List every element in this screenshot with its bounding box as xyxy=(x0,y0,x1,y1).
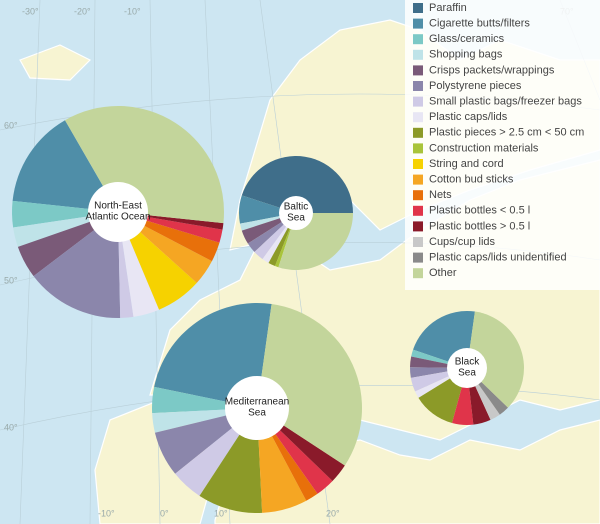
grid-label: -10° xyxy=(124,6,141,16)
pie-label: Black xyxy=(455,357,480,368)
pie-slice xyxy=(239,195,296,224)
pie-label: Baltic xyxy=(284,202,308,213)
legend-label: Paraffin xyxy=(429,2,467,14)
pie-hole xyxy=(88,182,148,242)
legend-label: Cotton bud sticks xyxy=(429,174,514,186)
legend: Paraffin Cigarette butts/filters Glass/cer… xyxy=(413,2,584,279)
legend-swatch xyxy=(413,159,423,169)
legend-label: Plastic bottles < 0.5 l xyxy=(429,205,530,217)
pie-hole xyxy=(279,196,313,230)
grid-label: 50° xyxy=(4,275,18,285)
legend-swatch xyxy=(413,268,423,279)
legend-label: Plastic caps/lids xyxy=(429,111,508,123)
grid-label: 0° xyxy=(160,508,169,518)
legend-swatch xyxy=(413,112,423,123)
pie-slice xyxy=(118,212,197,310)
pie-hole xyxy=(447,348,487,388)
legend-label: Cigarette butts/filters xyxy=(429,18,530,30)
legend-swatch xyxy=(413,65,423,76)
grid-label: 10° xyxy=(214,508,228,518)
legend-swatch xyxy=(413,252,423,263)
legend-swatch xyxy=(413,3,423,13)
legend-swatch xyxy=(413,18,423,29)
pie-slice xyxy=(241,156,353,213)
grid-label: -10° xyxy=(98,508,115,518)
legend-label: Other xyxy=(429,267,457,279)
legend-swatch xyxy=(413,143,423,154)
pie-slice xyxy=(12,120,118,212)
pie-slice xyxy=(65,105,224,224)
legend-label: Glass/ceramics xyxy=(429,33,505,45)
legend-label: Shopping bags xyxy=(429,49,503,61)
pie-label: Sea xyxy=(248,408,266,419)
legend-swatch xyxy=(413,174,423,185)
legend-label: Crisps packets/wrappings xyxy=(429,64,555,76)
legend-label: Plastic pieces > 2.5 cm < 50 cm xyxy=(429,127,584,139)
legend-label: String and cord xyxy=(429,158,504,170)
legend-label: Nets xyxy=(429,189,452,201)
legend-swatch xyxy=(413,96,423,107)
pie-label: Mediterranean xyxy=(225,397,289,408)
legend-swatch xyxy=(413,81,423,91)
legend-swatch xyxy=(413,237,423,247)
legend-swatch xyxy=(413,34,423,45)
pie-label: Sea xyxy=(458,368,476,379)
pie-slice xyxy=(467,311,524,408)
legend-label: Small plastic bags/freezer bags xyxy=(429,96,582,108)
legend-label: Plastic bottles > 0.5 l xyxy=(429,220,530,232)
grid-label: -30° xyxy=(22,6,39,16)
pie-slice xyxy=(12,200,119,228)
pie-slice xyxy=(33,212,121,318)
legend-label: Construction materials xyxy=(429,142,539,154)
legend-swatch xyxy=(413,190,423,201)
legend-label: Plastic caps/lids unidentified xyxy=(429,252,567,264)
legend-label: Cups/cup lids xyxy=(429,236,496,248)
grid-label: 40° xyxy=(4,422,18,432)
legend-swatch xyxy=(413,221,423,232)
pie-hole xyxy=(225,376,289,440)
pie-label: North-East xyxy=(94,201,142,212)
legend-swatch xyxy=(413,127,423,138)
grid-label: 20° xyxy=(326,508,340,518)
grid-label: -20° xyxy=(74,6,91,16)
legend-label: Polystyrene pieces xyxy=(429,80,522,92)
legend-swatch xyxy=(413,205,423,216)
pie-label: Sea xyxy=(287,213,305,224)
pie-label: Atlantic Ocean xyxy=(85,212,150,223)
legend-swatch xyxy=(413,49,423,60)
legend-box xyxy=(405,0,600,290)
grid-label: 60° xyxy=(4,120,18,130)
